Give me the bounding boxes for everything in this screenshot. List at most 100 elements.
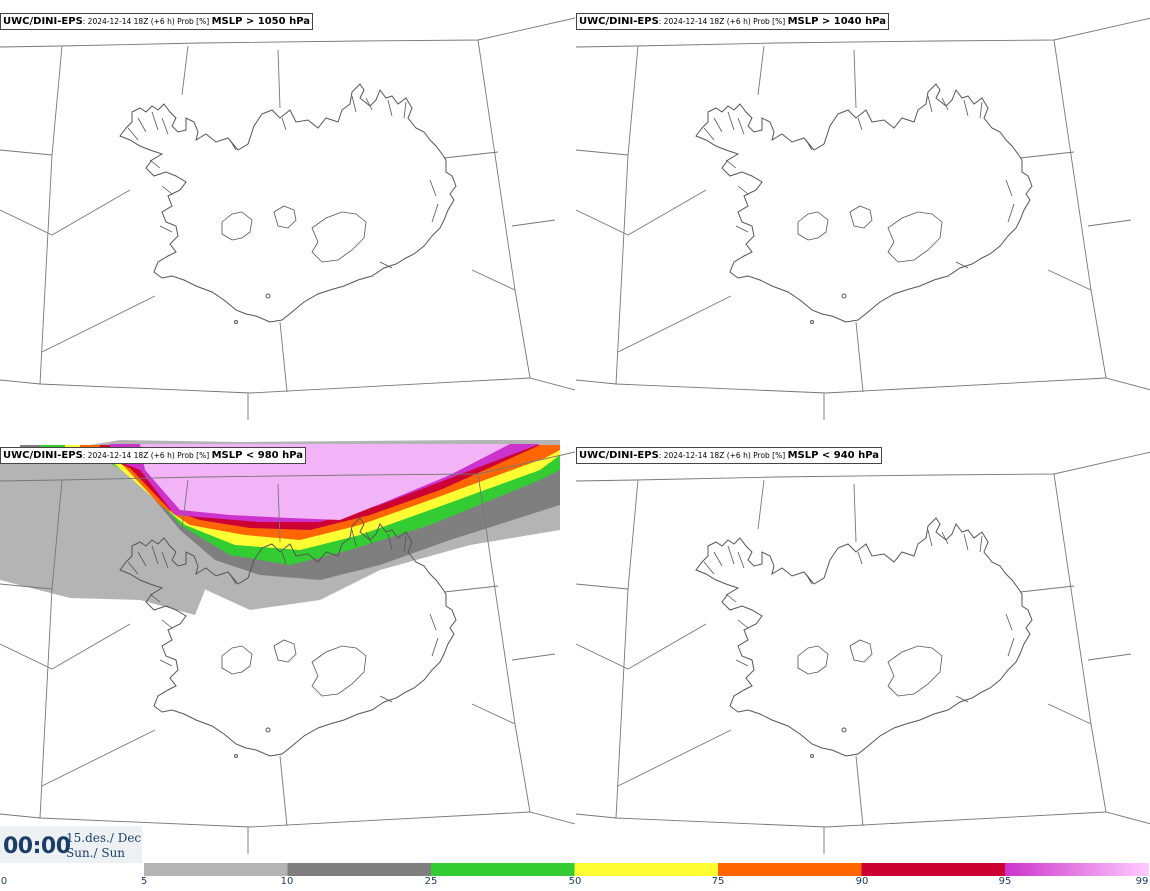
legend-color-bar (144, 863, 1149, 876)
graticule-line-3 (277, 49, 281, 109)
legend-tick-10: 10 (280, 876, 294, 887)
legend-tick-50: 50 (568, 876, 582, 887)
island-marker (810, 320, 814, 324)
island-marker (234, 754, 238, 758)
variable-name: MSLP > 1050 hPa (211, 16, 310, 27)
run-info: : 2024-12-14 18Z (+6 h) Prob [%] (82, 451, 212, 460)
panel-title: UWC/DINI-EPS: 2024-12-14 18Z (+6 h) Prob… (576, 447, 883, 464)
map-layer (576, 451, 1150, 854)
vatnajokull-outline (311, 645, 367, 697)
graticule-line-11 (1053, 39, 1107, 379)
graticule-line-4 (1019, 151, 1075, 159)
graticule-line-9 (279, 321, 288, 393)
glacier-outline-central (849, 639, 873, 663)
legend-segment-5-10 (144, 863, 288, 876)
iceland-coastline (695, 83, 1033, 323)
graticule-line-11 (477, 39, 531, 379)
map-layer (0, 440, 575, 854)
graticule-line-2 (181, 45, 189, 96)
glacier-outline-west (221, 645, 253, 675)
glacier-outline-central (273, 205, 297, 229)
graticule-line-5 (0, 623, 131, 670)
legend-segment-75-90 (718, 863, 862, 876)
iceland-coastline (695, 517, 1033, 757)
graticule-line-0 (0, 451, 575, 482)
panel-title: UWC/DINI-EPS: 2024-12-14 18Z (+6 h) Prob… (576, 13, 889, 30)
graticule-line-1 (0, 583, 53, 590)
map-canvas (0, 440, 575, 854)
graticule-line-0 (576, 17, 1150, 48)
graticule-line-5 (0, 189, 131, 236)
graticule-line-3 (277, 483, 281, 543)
legend-tick-99: 99 (1135, 876, 1149, 887)
graticule-line-6 (1087, 653, 1132, 661)
graticule-line-0 (576, 451, 1150, 482)
graticule-line-10 (615, 45, 639, 385)
valid-date: 15.des./ Dec (66, 831, 142, 845)
variable-name: MSLP < 940 hPa (787, 450, 880, 461)
graticule-line-6 (511, 653, 556, 661)
legend-tick-25: 25 (424, 876, 438, 887)
island-marker (810, 754, 814, 758)
fjord-details (703, 529, 1015, 703)
graticule-line-8 (617, 295, 732, 353)
graticule-line-12 (576, 811, 1150, 828)
graticule-line-3 (853, 49, 857, 109)
island-marker (841, 727, 847, 733)
graticule-line-12 (0, 377, 575, 394)
graticule-line-8 (41, 295, 156, 353)
model-name: UWC/DINI-EPS (3, 16, 83, 27)
map-layer (576, 17, 1150, 420)
graticule-line-7 (1047, 269, 1092, 291)
graticule-line-2 (757, 45, 765, 96)
graticule-line-12 (0, 811, 575, 828)
glacier-outline-west (797, 645, 829, 675)
glacier-outline-west (221, 211, 253, 241)
graticule-line-1 (576, 583, 629, 590)
valid-weekday: Sun./ Sun (66, 846, 126, 860)
map-panel-mslp-gt-1040: UWC/DINI-EPS: 2024-12-14 18Z (+6 h) Prob… (576, 0, 1150, 433)
graticule-line-5 (576, 623, 707, 670)
glacier-outline-central (849, 205, 873, 229)
valid-time-box: 00:00 15.des./ Dec Sun./ Sun (0, 826, 142, 863)
graticule-line-8 (617, 729, 732, 787)
fjord-details (703, 95, 1015, 269)
vatnajokull-outline (887, 211, 943, 263)
legend-tick-5: 5 (140, 876, 148, 887)
legend-segment-25-50 (431, 863, 575, 876)
graticule-line-1 (576, 149, 629, 156)
variable-name: MSLP > 1040 hPa (787, 16, 886, 27)
legend-segment-10-25 (287, 863, 432, 876)
island-marker (265, 293, 271, 299)
graticule-line-2 (181, 479, 189, 530)
map-panel-mslp-lt-980: UWC/DINI-EPS: 2024-12-14 18Z (+6 h) Prob… (0, 434, 575, 867)
variable-name: MSLP < 980 hPa (211, 450, 304, 461)
map-canvas (576, 451, 1150, 854)
panel-title: UWC/DINI-EPS: 2024-12-14 18Z (+6 h) Prob… (0, 447, 307, 464)
legend-tick-95: 95 (998, 876, 1012, 887)
graticule-line-2 (757, 479, 765, 530)
legend-tick-0: 0 (0, 876, 8, 887)
fjord-details (127, 95, 439, 269)
iceland-coastline (119, 83, 457, 323)
legend-tick-90: 90 (855, 876, 869, 887)
graticule-line-7 (1047, 703, 1092, 725)
map-canvas (576, 17, 1150, 420)
graticule-line-0 (0, 17, 575, 48)
map-layer (0, 17, 575, 420)
vatnajokull-outline (311, 211, 367, 263)
legend-segment-95-99 (1005, 863, 1149, 876)
probability-band-1 (0, 520, 30, 572)
graticule-line-4 (443, 585, 499, 593)
graticule-line-4 (443, 151, 499, 159)
graticule-line-4 (1019, 585, 1075, 593)
legend-segment-90-95 (861, 863, 1006, 876)
graticule-line-11 (1053, 473, 1107, 813)
graticule-line-7 (471, 703, 516, 725)
iceland-coastline (119, 517, 457, 757)
glacier-outline-west (797, 211, 829, 241)
valid-time-clock: 00:00 (3, 834, 71, 859)
legend-segment-50-75 (574, 863, 719, 876)
graticule-line-10 (39, 45, 63, 385)
model-name: UWC/DINI-EPS (579, 16, 659, 27)
